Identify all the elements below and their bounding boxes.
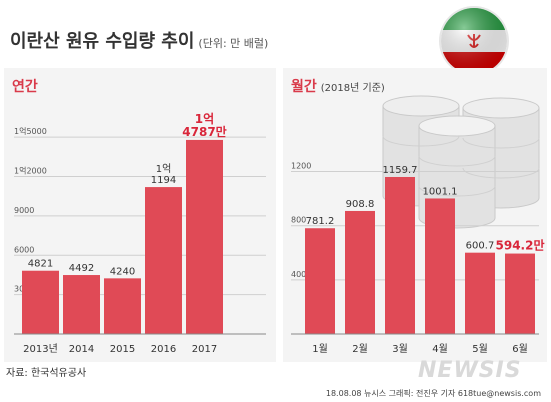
monthly-category-label: 4월 xyxy=(432,343,448,355)
annual-data-label: 4821 xyxy=(28,259,53,270)
annual-title: 연간 xyxy=(12,79,38,95)
annual-panel: 연간 3000600090001억20001억500048212013년4492… xyxy=(4,68,276,362)
monthly-category-label: 3월 xyxy=(392,343,408,355)
monthly-chart: 400 800 1200 781.2 1월 908.8 2월 1159.7 3월 1001.1 4월… xyxy=(291,162,545,355)
watermark: NEWSIS xyxy=(418,358,522,383)
annual-bar xyxy=(22,270,59,334)
monthly-bar xyxy=(505,253,535,334)
annual-chart: 3000600090001억20001억500048212013년4492201… xyxy=(14,112,266,355)
monthly-data-label: 908.8 xyxy=(346,199,375,210)
monthly-bar xyxy=(305,228,335,334)
annual-ytick-label: 6000 xyxy=(14,245,34,254)
annual-ytick-label: 1억5000 xyxy=(14,126,47,136)
source-label: 자료: 한국석유공사 xyxy=(6,368,87,379)
annual-category-label: 2016 xyxy=(151,344,176,355)
annual-data-label: 1194 xyxy=(151,175,176,186)
monthly-ytick-label: 800 xyxy=(291,216,306,225)
iran-flag-icon xyxy=(439,6,509,76)
annual-category-label: 2013년 xyxy=(23,343,58,355)
monthly-data-label: 594.2만 xyxy=(496,238,545,253)
header: 이란산 원유 수입량 추이 (단위: 만 배럴) xyxy=(0,0,551,76)
annual-data-label: 4787만 xyxy=(182,124,226,139)
monthly-category-label: 1월 xyxy=(312,343,328,355)
monthly-ytick-label: 400 xyxy=(291,270,306,279)
monthly-title: 월간 xyxy=(291,79,317,95)
annual-category-label: 2015 xyxy=(110,344,135,355)
annual-data-label: 4492 xyxy=(69,263,94,274)
monthly-data-label: 600.7 xyxy=(466,241,495,252)
chart-title: 이란산 원유 수입량 추이 xyxy=(10,31,195,52)
annual-data-label: 4240 xyxy=(110,266,135,277)
monthly-data-label: 1001.1 xyxy=(423,186,458,197)
annual-title-wrap: 연간 xyxy=(12,76,42,96)
monthly-bar xyxy=(465,252,495,334)
monthly-category-label: 2월 xyxy=(352,343,368,355)
chart-title-wrap: 이란산 원유 수입량 추이 (단위: 만 배럴) xyxy=(10,27,268,53)
monthly-bar xyxy=(385,176,415,334)
annual-data-label: 1억 xyxy=(156,163,172,175)
unit-label: (단위: 만 배럴) xyxy=(198,37,269,50)
monthly-data-label: 1159.7 xyxy=(383,165,418,176)
annual-category-label: 2017 xyxy=(192,344,217,355)
monthly-bar xyxy=(345,210,375,334)
annual-ytick-label: 9000 xyxy=(14,206,34,215)
annual-bar xyxy=(186,139,223,334)
monthly-bar xyxy=(425,198,455,334)
monthly-category-label: 6월 xyxy=(512,343,528,355)
monthly-subtitle: (2018년 기준) xyxy=(320,83,385,94)
annual-data-label: 1억 xyxy=(195,112,214,126)
annual-bar xyxy=(104,278,141,334)
monthly-category-label: 5월 xyxy=(472,343,488,355)
credit-label: 18.08.08 뉴시스 그래픽: 전진우 기자 618tue@newsis.c… xyxy=(325,389,541,398)
monthly-title-wrap: 월간 (2018년 기준) xyxy=(291,76,385,96)
annual-category-label: 2014 xyxy=(69,344,94,355)
monthly-data-label: 781.2 xyxy=(306,216,335,227)
annual-bar xyxy=(63,275,100,334)
monthly-ytick-label: 1200 xyxy=(291,162,311,171)
annual-bar xyxy=(145,187,182,334)
monthly-panel: 월간 (2018년 기준) 400 800 1200 781.2 1월 908.8 2월 115… xyxy=(283,68,547,362)
annual-ytick-label: 1억2000 xyxy=(14,166,47,176)
